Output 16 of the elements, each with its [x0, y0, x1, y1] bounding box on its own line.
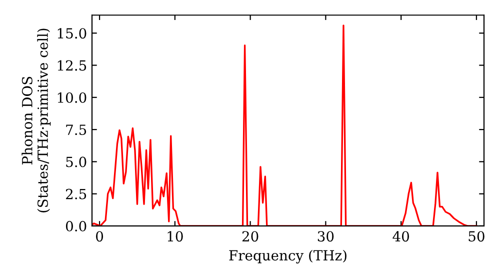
- y-tick-label: 7.5: [66, 124, 86, 136]
- y-tick-label: 12.5: [58, 60, 86, 71]
- y-tick-label: 5.0: [66, 156, 86, 168]
- y-tick-label: 10.0: [58, 92, 86, 103]
- y-tick-label: 15.0: [58, 28, 86, 39]
- x-tick-label: 50: [468, 231, 484, 242]
- y-tick-label: 0.0: [66, 220, 86, 232]
- y-tick-label: 2.5: [66, 188, 86, 200]
- x-tick-label: 10: [168, 231, 183, 242]
- x-axis-title: Frequency (THz): [229, 250, 346, 264]
- x-tick-label: 30: [318, 231, 334, 242]
- x-tick-label: 40: [392, 231, 409, 242]
- line-series: [92, 24, 478, 226]
- x-tick-label: 20: [242, 231, 258, 242]
- x-tick-label: 0: [96, 231, 104, 242]
- y-axis-title: Phonon DOS (States/THz·primitive cell): [22, 28, 51, 212]
